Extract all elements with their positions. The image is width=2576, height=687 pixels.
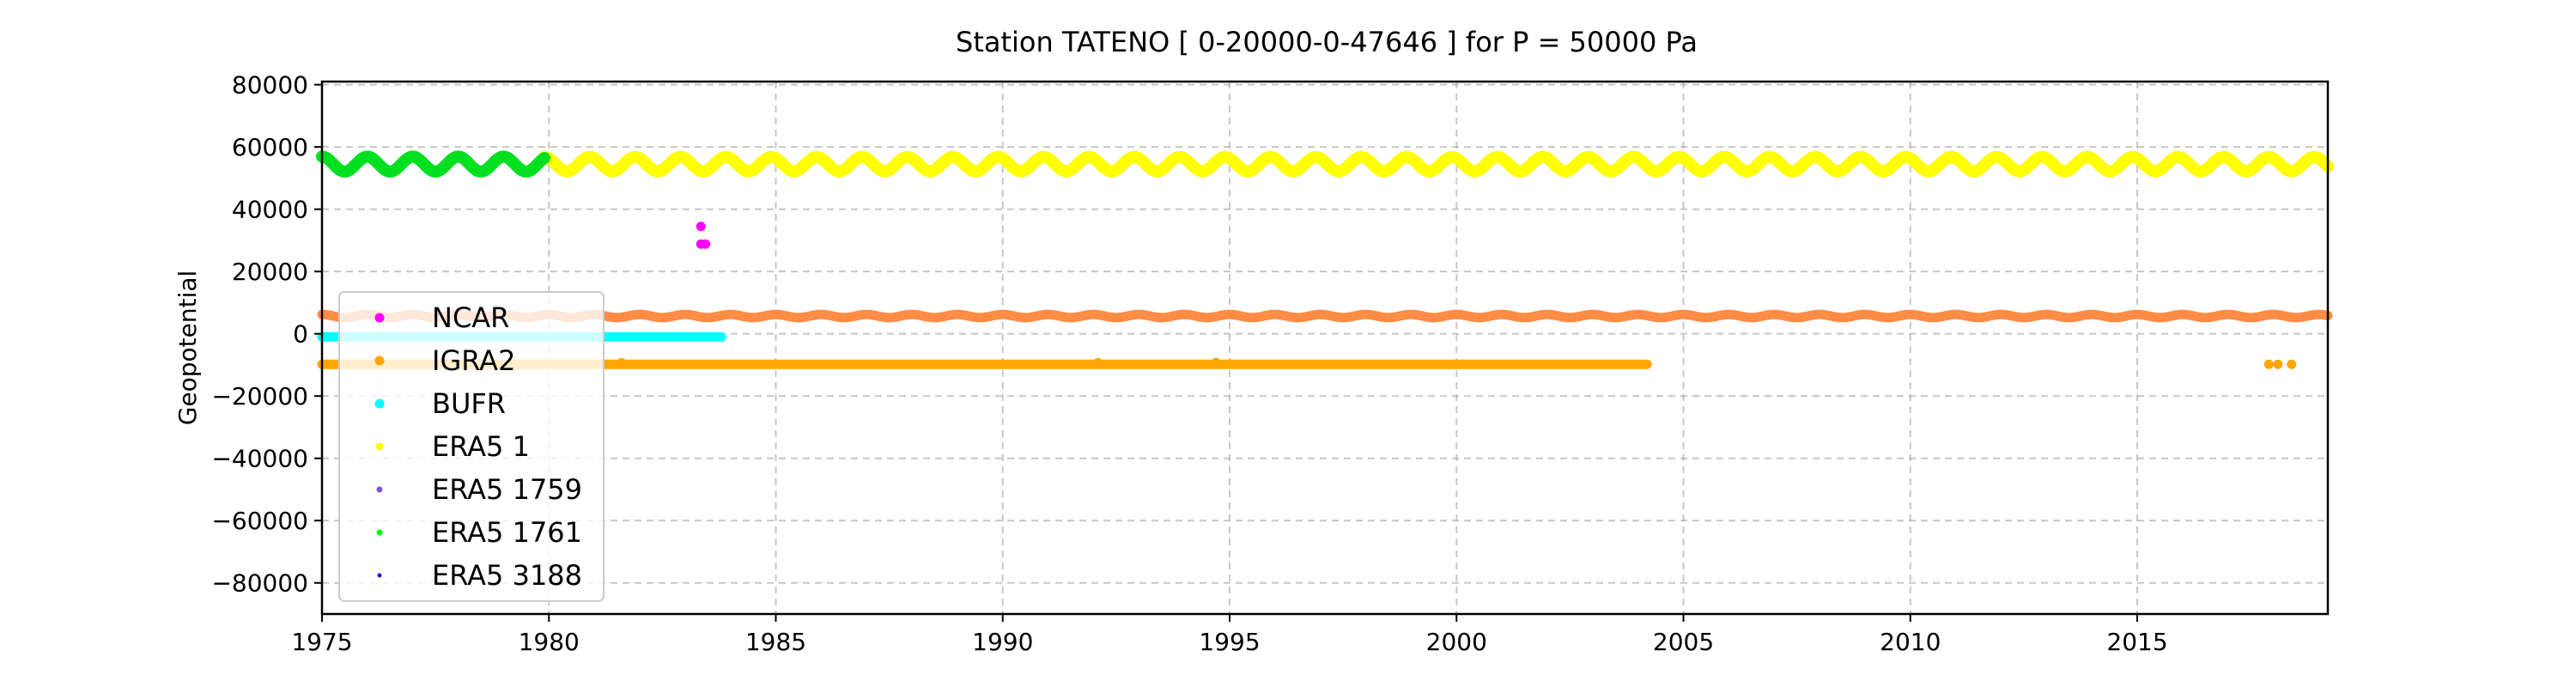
legend-label: BUFR	[432, 387, 506, 420]
y-tick-label: −60000	[211, 507, 308, 535]
series-band-igra2	[317, 309, 2333, 323]
data-point-ncar	[696, 222, 706, 232]
legend-label: ERA5 1761	[432, 516, 582, 549]
legend-label: NCAR	[432, 301, 509, 334]
x-tick-label: 2010	[1880, 628, 1941, 656]
x-tick-label: 1980	[519, 628, 580, 656]
legend-marker	[376, 486, 383, 493]
y-tick-label: 40000	[232, 196, 308, 224]
legend-box	[338, 291, 605, 602]
y-tick-label: 80000	[232, 71, 308, 100]
legend-label: IGRA2	[432, 344, 515, 377]
x-tick-label: 2000	[1426, 628, 1487, 656]
legend-marker	[374, 356, 385, 366]
legend-marker	[374, 313, 385, 323]
y-tick-label: −20000	[211, 382, 308, 410]
legend-label: ERA5 3188	[432, 559, 582, 592]
data-layer	[316, 150, 2334, 369]
x-tick-label: 1975	[291, 628, 352, 656]
chart-title: Station TATENO [ 0-20000-0-47646 ] for P…	[956, 26, 1698, 58]
x-tick-label: 1995	[1199, 628, 1260, 656]
data-point-igra2	[2273, 359, 2283, 369]
x-tick-label: 1990	[972, 628, 1033, 656]
tick-layer: 1975 1980 1985 1990 1995 2000 2005 2010 2015 −800…	[211, 71, 2167, 656]
y-tick-label: 20000	[232, 258, 308, 286]
series-era5-1761	[316, 150, 550, 178]
data-point-igra2	[2287, 359, 2297, 369]
data-point-igra2	[617, 357, 627, 368]
legend-label: ERA5 1	[432, 430, 530, 463]
series-band-era5-1761	[316, 150, 550, 178]
x-tick-label: 1985	[745, 628, 806, 656]
data-point-igra2	[1093, 357, 1103, 368]
data-point-igra2	[1211, 357, 1221, 368]
series-era5-1	[538, 150, 2334, 178]
legend-marker	[374, 398, 385, 409]
series-igra2	[317, 309, 2333, 369]
data-point-ncar	[701, 239, 711, 249]
legend-marker	[375, 442, 384, 451]
legend-marker	[376, 529, 383, 536]
legend-label: ERA5 1759	[432, 473, 582, 506]
series-ncar	[696, 222, 711, 249]
y-tick-label: −40000	[211, 445, 308, 473]
x-tick-label: 2015	[2106, 628, 2167, 656]
y-tick-label: 60000	[232, 133, 308, 161]
plot-frame	[320, 80, 2330, 616]
series-band-era5-1	[538, 150, 2334, 178]
x-tick-label: 2005	[1653, 628, 1714, 656]
y-tick-label: −80000	[211, 569, 308, 598]
y-tick-label: 0	[293, 320, 308, 349]
data-point-igra2	[2263, 359, 2274, 369]
legend: NCAR IGRA2 BUFR ERA5 1 ERA5 1759 ERA5 1761 ERA…	[338, 291, 605, 602]
legend-marker	[377, 573, 382, 578]
y-axis-label: Geopotential	[173, 271, 202, 426]
grid-layer	[321, 82, 2328, 614]
